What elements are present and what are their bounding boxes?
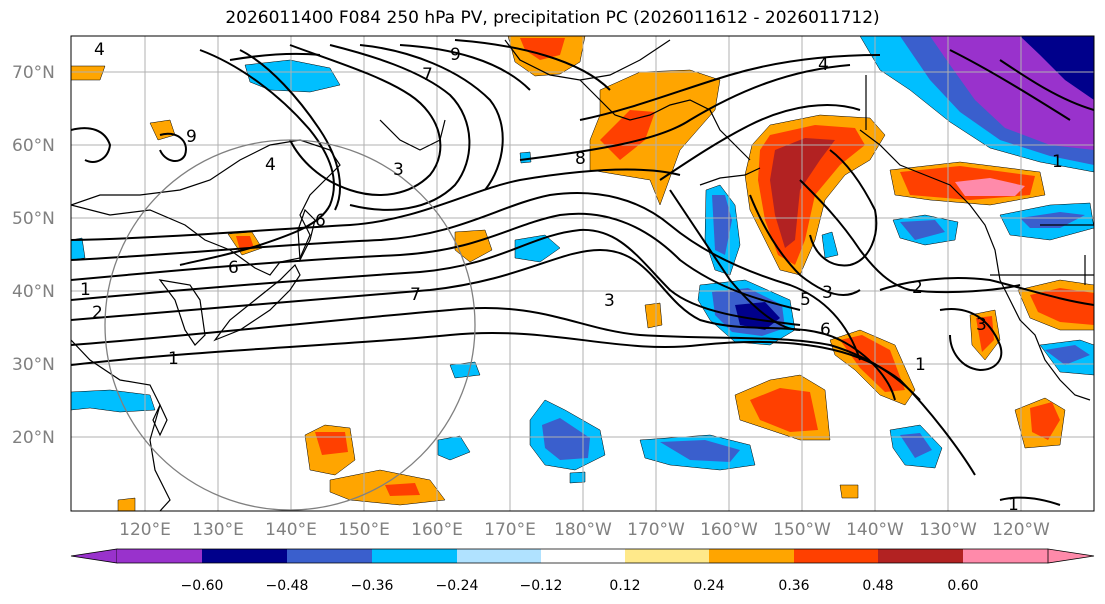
colorbar-segment bbox=[1047, 548, 1095, 564]
colorbar-tick-label: 0.60 bbox=[947, 578, 978, 594]
colorbar-tick-label: −0.12 bbox=[520, 578, 563, 594]
svg-text:3: 3 bbox=[976, 315, 987, 335]
svg-text:9: 9 bbox=[186, 127, 197, 147]
lon-label: 120°E bbox=[119, 520, 171, 540]
colorbar-tick-label: 0.36 bbox=[778, 578, 809, 594]
colorbar-segment bbox=[963, 549, 1048, 563]
lon-label: 140°E bbox=[265, 520, 317, 540]
lat-label: 60°N bbox=[12, 136, 55, 156]
distance-circle bbox=[104, 139, 476, 511]
lon-label: 130°E bbox=[192, 520, 244, 540]
lat-label: 70°N bbox=[12, 63, 55, 83]
lon-label: 160°W bbox=[700, 520, 758, 540]
graticule bbox=[71, 36, 1094, 511]
svg-text:1: 1 bbox=[80, 280, 91, 300]
colorbar-segment bbox=[625, 549, 709, 563]
svg-text:1: 1 bbox=[915, 355, 926, 375]
colorbar-tick-label: −0.24 bbox=[436, 578, 479, 594]
pv-contours bbox=[71, 39, 1094, 506]
lon-label: 140°W bbox=[846, 520, 904, 540]
colorbar-segment bbox=[878, 549, 963, 563]
colorbar-segment bbox=[457, 549, 541, 563]
lat-label: 40°N bbox=[12, 282, 55, 302]
svg-text:3: 3 bbox=[393, 160, 404, 180]
colorbar-segment bbox=[372, 549, 457, 563]
svg-text:6: 6 bbox=[315, 211, 326, 231]
lon-label: 120°W bbox=[992, 520, 1050, 540]
colorbar-tick-label: 0.48 bbox=[862, 578, 893, 594]
colorbar-tick-label: 0.24 bbox=[693, 578, 724, 594]
contour-labels: 9 7 4 4 3 6 6 1 2 1 7 3 8 5 3 6 2 3 1 4 … bbox=[80, 40, 1063, 515]
svg-text:7: 7 bbox=[410, 285, 421, 305]
map-title: 2026011400 F084 250 hPa PV, precipitatio… bbox=[225, 8, 880, 28]
svg-text:6: 6 bbox=[228, 258, 239, 278]
svg-text:8: 8 bbox=[575, 149, 586, 169]
svg-text:4: 4 bbox=[94, 40, 105, 60]
colorbar-tick-label: 0.12 bbox=[609, 578, 640, 594]
longitude-labels: 120°E 130°E 140°E 150°E 160°E 170°E 180°… bbox=[119, 520, 1050, 540]
colorbar-tick-label: −0.36 bbox=[351, 578, 394, 594]
lon-label: 160°E bbox=[411, 520, 463, 540]
svg-text:7: 7 bbox=[422, 65, 433, 85]
svg-text:3: 3 bbox=[604, 291, 615, 311]
lon-label: 150°E bbox=[338, 520, 390, 540]
svg-text:3: 3 bbox=[822, 283, 833, 303]
colorbar-segment bbox=[70, 548, 118, 564]
lat-label: 30°N bbox=[12, 355, 55, 375]
svg-text:5: 5 bbox=[800, 290, 811, 310]
colorbar-segment bbox=[709, 549, 794, 563]
map-content: 9 7 4 4 3 6 6 1 2 1 7 3 8 5 3 6 2 3 1 4 … bbox=[71, 36, 1094, 515]
colorbar-segment bbox=[202, 549, 287, 563]
colorbar-tick-label: −0.48 bbox=[266, 578, 309, 594]
colorbar: −0.60 −0.48 −0.36 −0.24 −0.12 0.12 0.24 … bbox=[70, 548, 1095, 594]
coastlines bbox=[71, 39, 1094, 511]
colorbar-segment bbox=[794, 549, 878, 563]
svg-text:1: 1 bbox=[1008, 495, 1019, 515]
latitude-labels: 70°N 60°N 50°N 40°N 30°N 20°N bbox=[12, 63, 55, 448]
svg-text:9: 9 bbox=[450, 45, 461, 65]
svg-text:4: 4 bbox=[265, 155, 276, 175]
svg-text:2: 2 bbox=[92, 303, 103, 323]
lon-label: 150°W bbox=[773, 520, 831, 540]
svg-text:1: 1 bbox=[168, 349, 179, 369]
lon-label: 130°W bbox=[919, 520, 977, 540]
lon-label: 170°W bbox=[627, 520, 685, 540]
map-frame bbox=[70, 35, 1095, 512]
svg-text:6: 6 bbox=[820, 320, 831, 340]
lat-label: 20°N bbox=[12, 428, 55, 448]
lat-label: 50°N bbox=[12, 209, 55, 229]
svg-text:1: 1 bbox=[1052, 152, 1063, 172]
colorbar-segment bbox=[541, 549, 625, 563]
colorbar-segment bbox=[287, 549, 372, 563]
lon-label: 180°W bbox=[554, 520, 612, 540]
svg-text:2: 2 bbox=[912, 278, 923, 298]
colorbar-tick-label: −0.60 bbox=[181, 578, 224, 594]
colorbar-segment bbox=[117, 549, 202, 563]
svg-text:4: 4 bbox=[818, 55, 829, 75]
lon-label: 170°E bbox=[484, 520, 536, 540]
